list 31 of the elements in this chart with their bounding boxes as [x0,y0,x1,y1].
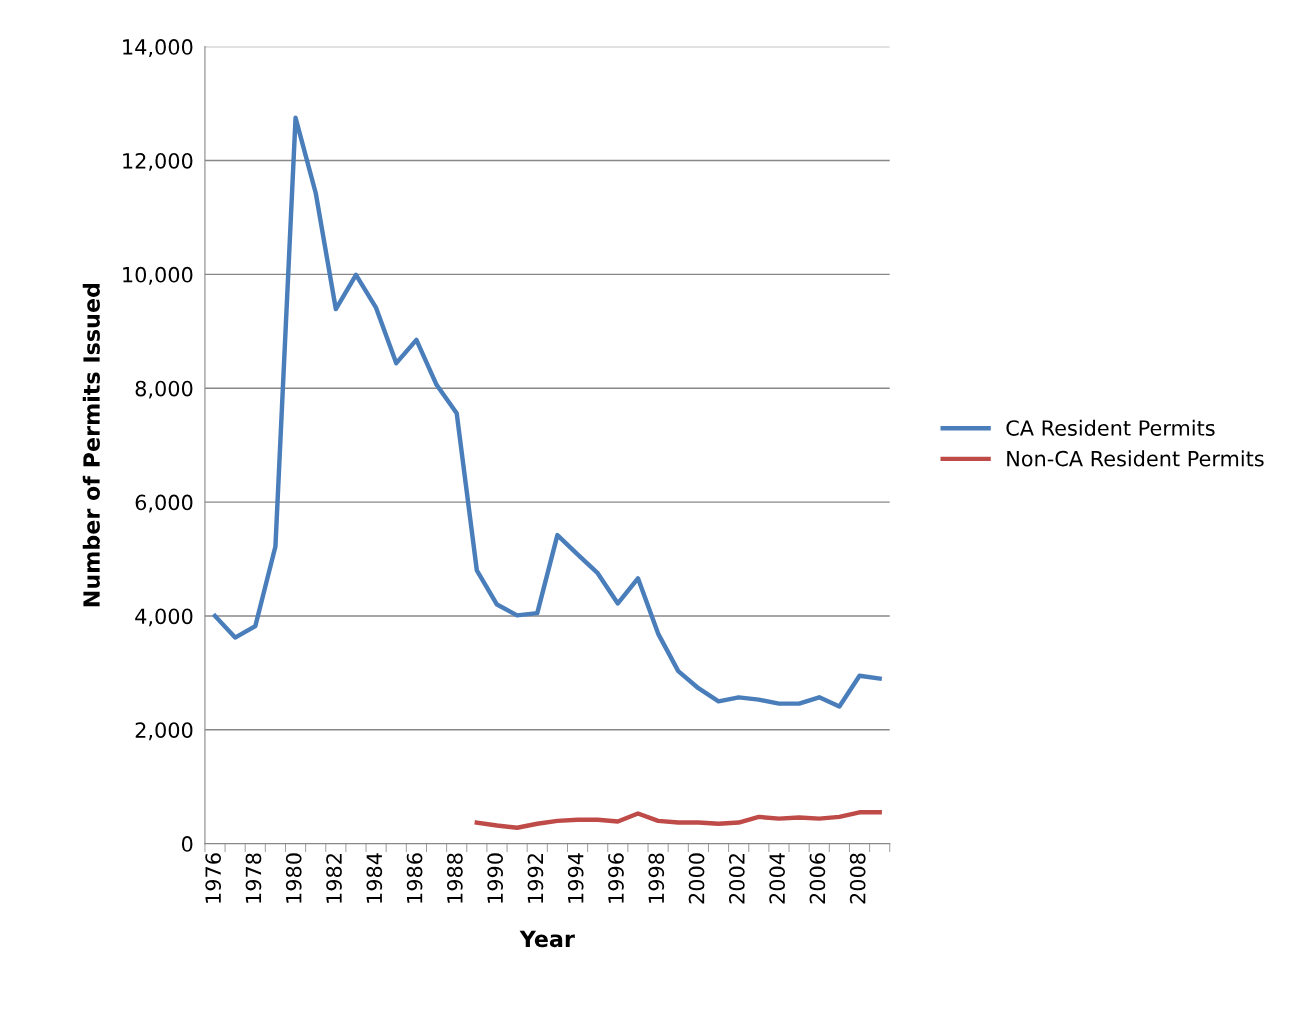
x-tick-label: 2008 [849,853,866,904]
x-axis-title: Year [519,930,575,948]
x-tick-label: 2002 [728,854,745,904]
y-axis-title: Number of Permits Issued [82,283,100,607]
x-tick-label: 1980 [285,853,302,903]
x-tick-label: 1982 [326,854,342,903]
x-tick-label: 1998 [648,853,665,903]
x-tick-label: 2006 [809,853,826,904]
x-tick-label: 1984 [366,853,383,903]
x-tick-label: 1994 [567,853,584,903]
y-tick-label: 10,000 [123,266,193,285]
y-tick-label: 0 [181,836,193,852]
x-tick-label: 2000 [688,853,705,904]
y-tick-label: 12,000 [123,152,193,171]
legend-label: CA Resident Permits [1006,419,1215,436]
x-tick-label: 2004 [769,853,786,904]
line-series [474,810,882,830]
y-tick-label: 6,000 [135,494,193,513]
legend-label: Non-CA Resident Permits [1007,450,1264,467]
x-tick-label: 1986 [406,853,423,903]
x-tick-label: 1992 [527,854,544,903]
y-tick-label: 8,000 [135,380,193,399]
x-tick-label: 1978 [245,853,262,903]
x-tick-label: 1996 [608,853,624,903]
x-tick-label: 1976 [205,853,222,903]
x-tick-label: 1990 [487,853,504,903]
y-tick-label: 14,000 [123,39,193,57]
y-tick-label: 2,000 [135,722,193,741]
x-tick-label: 1988 [446,853,463,903]
line-series [212,115,882,709]
y-tick-label: 4,000 [135,608,193,627]
